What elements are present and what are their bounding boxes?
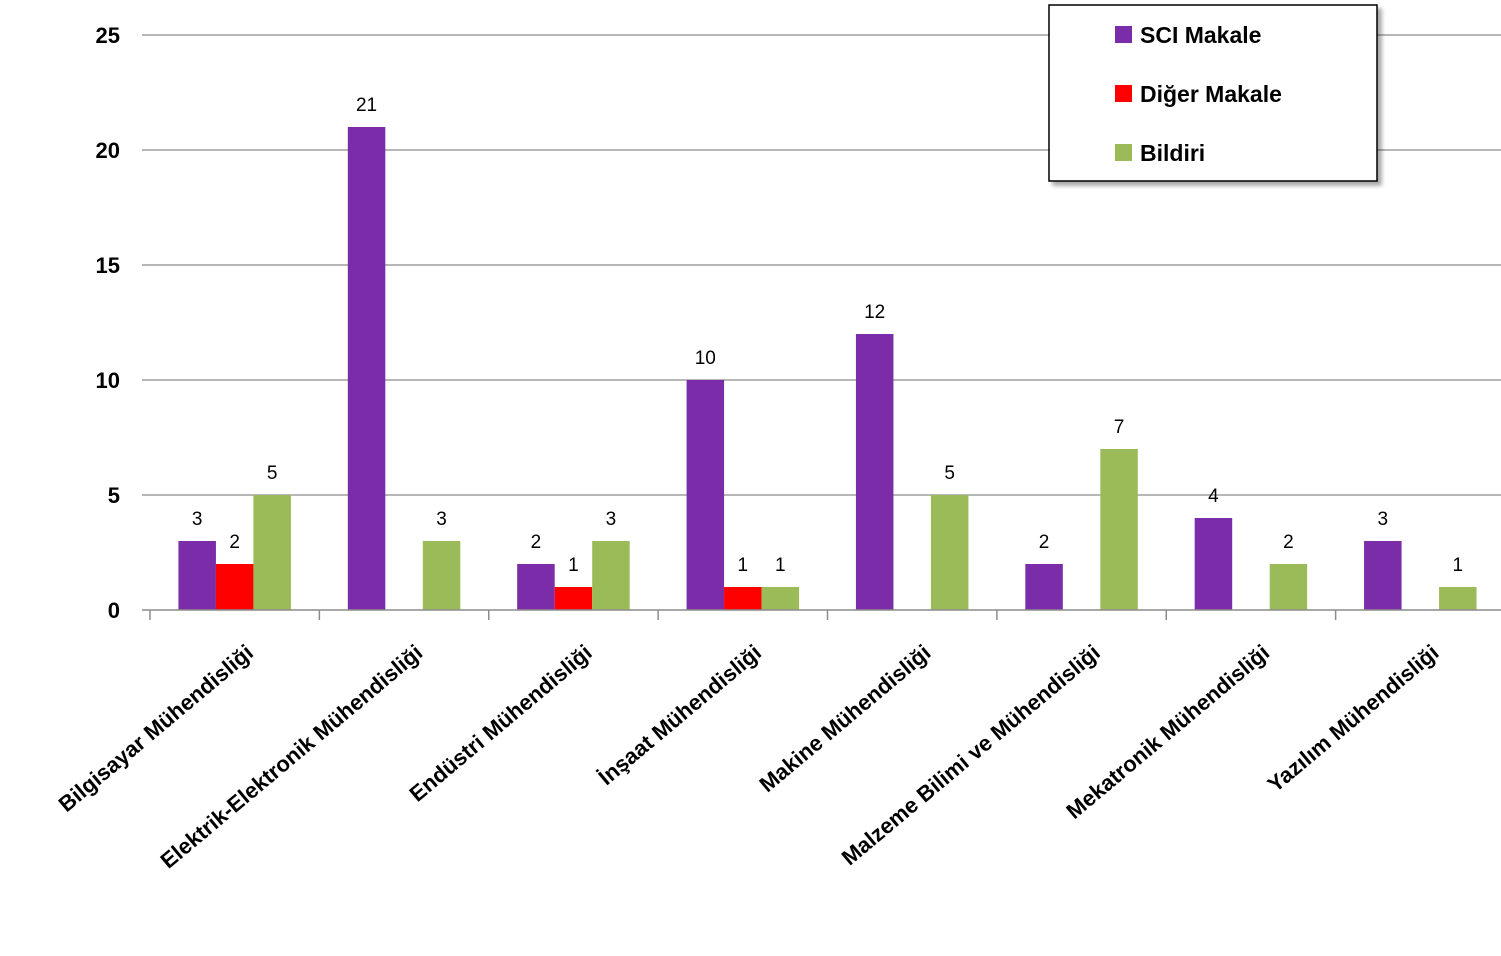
bar-sci-makale-yazilim-muhendisligi bbox=[1364, 541, 1402, 610]
data-label: 2 bbox=[531, 532, 542, 553]
data-label: 12 bbox=[864, 302, 885, 323]
data-label: 2 bbox=[1039, 532, 1050, 553]
category-label-endustri-muhendisligi: Endüstri Mühendisliği bbox=[405, 640, 597, 807]
data-label: 2 bbox=[1283, 532, 1294, 553]
bar-bildiri-makine-muhendisligi bbox=[930, 495, 969, 610]
legend-box bbox=[1048, 4, 1378, 182]
data-label: 1 bbox=[1453, 555, 1464, 576]
data-label: 3 bbox=[606, 509, 617, 530]
bar-bildiri-insaat-muhendisligi bbox=[761, 587, 800, 610]
bar-bildiri-yazilim-muhendisligi bbox=[1439, 587, 1477, 610]
data-label: 5 bbox=[944, 463, 955, 484]
x-axis bbox=[142, 609, 1501, 620]
category-label-makine-muhendisligi: Makine Mühendisliği bbox=[755, 640, 936, 797]
y-tick-label: 20 bbox=[96, 138, 120, 163]
bar-sci-makale-bilgisayar-muhendisligi bbox=[178, 541, 216, 610]
category-label-yazilim-muhendisligi: Yazılım Mühendisliği bbox=[1263, 640, 1444, 797]
category-label-bilgisayar-muhendisligi: Bilgisayar Mühendisliği bbox=[54, 640, 258, 817]
bar-sci-makale-makine-muhendisligi bbox=[855, 334, 894, 610]
legend: SCI Makale Diğer Makale Bildiri bbox=[1048, 4, 1378, 182]
data-label: 3 bbox=[192, 509, 203, 530]
category-labels: Bilgisayar MühendisliğiElektrik-Elektron… bbox=[54, 640, 1444, 874]
bar-sci-makale-malzeme-bilimi-ve-muhendisligi bbox=[1025, 564, 1063, 610]
bar-sci-makale-endustri-muhendisligi bbox=[517, 564, 555, 610]
legend-swatch-diger-makale bbox=[1115, 85, 1132, 102]
data-label: 3 bbox=[436, 509, 447, 530]
y-tick-label: 25 bbox=[96, 23, 120, 48]
y-tick-label: 10 bbox=[96, 368, 120, 393]
data-label: 1 bbox=[775, 555, 786, 576]
legend-label-diger-makale: Diğer Makale bbox=[1140, 81, 1282, 107]
data-label: 4 bbox=[1208, 486, 1219, 507]
bar-diger-makale-endustri-muhendisligi bbox=[554, 587, 593, 610]
bars bbox=[178, 127, 1477, 610]
y-tick-label: 5 bbox=[108, 483, 120, 508]
bar-bildiri-malzeme-bilimi-ve-muhendisligi bbox=[1100, 449, 1138, 610]
y-tick-label: 15 bbox=[96, 253, 120, 278]
bar-diger-makale-bilgisayar-muhendisligi bbox=[215, 564, 254, 610]
data-label: 7 bbox=[1114, 417, 1125, 438]
data-label: 10 bbox=[695, 348, 716, 369]
bar-diger-makale-insaat-muhendisligi bbox=[724, 587, 762, 610]
legend-label-bildiri: Bildiri bbox=[1140, 140, 1205, 166]
legend-label-sci-makale: SCI Makale bbox=[1140, 22, 1261, 48]
category-label-insaat-muhendisligi: İnşaat Mühendisliği bbox=[594, 640, 766, 790]
bar-bildiri-bilgisayar-muhendisligi bbox=[253, 495, 291, 610]
bar-bildiri-endustri-muhendisligi bbox=[592, 541, 630, 610]
data-label: 2 bbox=[229, 532, 240, 553]
bar-sci-makale-mekatronik-muhendisligi bbox=[1194, 518, 1233, 610]
bar-sci-makale-elektrik-elektronik-muhendisligi bbox=[347, 127, 386, 610]
legend-swatch-sci-makale bbox=[1115, 26, 1132, 43]
legend-swatch-bildiri bbox=[1115, 144, 1132, 161]
bar-bildiri-elektrik-elektronik-muhendisligi bbox=[422, 541, 461, 610]
data-label: 5 bbox=[267, 463, 278, 484]
data-label: 1 bbox=[568, 555, 579, 576]
bar-bildiri-mekatronik-muhendisligi bbox=[1269, 564, 1308, 610]
bar-sci-makale-insaat-muhendisligi bbox=[686, 380, 725, 610]
data-label: 3 bbox=[1378, 509, 1389, 530]
y-axis-ticks: 0 5 10 15 20 25 bbox=[96, 23, 120, 623]
data-label: 1 bbox=[738, 555, 749, 576]
category-label-elektrik-elektronik-muhendisligi: Elektrik-Elektronik Mühendisliği bbox=[156, 640, 428, 874]
data-label: 21 bbox=[356, 95, 377, 116]
y-tick-label: 0 bbox=[108, 598, 120, 623]
